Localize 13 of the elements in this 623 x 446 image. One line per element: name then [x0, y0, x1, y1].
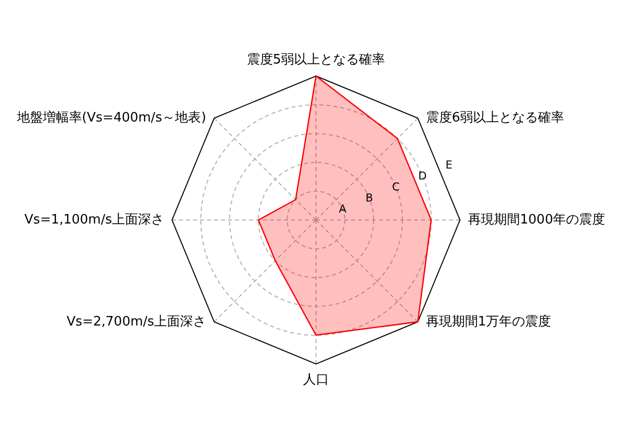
- spoke-label: 人口: [303, 372, 329, 388]
- spoke-label: Vs=2,700m/s上面深さ: [66, 314, 206, 330]
- y-tick-label: D: [418, 169, 427, 182]
- y-tick-label: B: [365, 191, 373, 204]
- y-tick-label: E: [446, 158, 453, 172]
- spoke-label: 再現期間1万年の震度: [426, 313, 552, 330]
- y-tick-label: A: [338, 202, 347, 216]
- spoke-label: 震度5弱以上となる確率: [246, 52, 386, 68]
- spoke-label: 地盤増幅率(Vs=400m/s～地表): [16, 110, 206, 126]
- spoke-label: Vs=1,100m/s上面深さ: [24, 212, 164, 228]
- spoke-label: 震度6弱以上となる確率: [426, 110, 564, 126]
- spoke-label: 再現期間1000年の震度: [468, 212, 606, 228]
- y-tick-label: C: [392, 180, 400, 194]
